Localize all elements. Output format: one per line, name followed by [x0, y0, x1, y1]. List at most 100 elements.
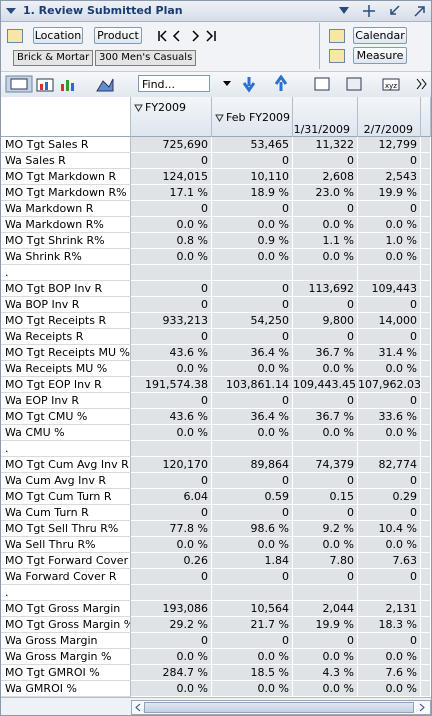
row-label: Wa GMROI %	[1, 681, 131, 697]
view-icons[interactable]	[5, 75, 135, 93]
empty-cell	[421, 329, 431, 345]
collapse-icon[interactable]	[5, 6, 17, 16]
empty-cell	[421, 489, 431, 505]
value-cell: 18.3 %	[358, 617, 421, 633]
empty-cell	[421, 585, 431, 601]
value-cell: 12,799	[358, 137, 421, 153]
empty-cell	[421, 521, 431, 537]
value-cell: 0.0 %	[131, 537, 212, 553]
calendar-button[interactable]: Calendar	[353, 27, 407, 44]
row-label: Wa Cum Turn R	[1, 505, 131, 521]
title-bar: 1. Review Submitted Plan	[1, 1, 431, 22]
value-cell: 0.0 %	[293, 537, 358, 553]
row-label: MO Tgt CMU %	[1, 409, 131, 425]
value-cell: 7.63	[358, 553, 421, 569]
value-cell: 0.15	[293, 489, 358, 505]
column-header	[293, 97, 358, 137]
value-cell: 0	[212, 505, 293, 521]
scroll-left[interactable]	[134, 703, 142, 712]
location-button[interactable]: Location	[33, 27, 83, 44]
value-cell: 0	[358, 505, 421, 521]
value-cell: 36.7 %	[293, 345, 358, 361]
row-label: Wa Cum Avg Inv R	[1, 473, 131, 489]
value-cell: 113,692	[293, 281, 358, 297]
column-header	[358, 97, 421, 137]
value-cell: 0	[131, 281, 212, 297]
empty-cell	[421, 281, 431, 297]
navigation-arrows[interactable]	[157, 29, 219, 43]
value-cell: 2,608	[293, 169, 358, 185]
value-cell: 0.0 %	[358, 425, 421, 441]
empty-cell	[421, 553, 431, 569]
product-button[interactable]: Product	[94, 27, 142, 44]
empty-cell	[421, 601, 431, 617]
empty-cell	[421, 617, 431, 633]
value-cell: 0.8 %	[131, 233, 212, 249]
value-cell: 10,564	[212, 601, 293, 617]
value-cell: 7.80	[293, 553, 358, 569]
empty-cell	[421, 153, 431, 169]
empty-cell	[421, 297, 431, 313]
channel-chip[interactable]: Brick & Mortar	[13, 50, 94, 66]
row-label: MO Tgt Forward Cover R	[1, 553, 131, 569]
value-cell: 2,131	[358, 601, 421, 617]
empty-cell	[358, 265, 421, 281]
value-cell: 0	[131, 633, 212, 649]
value-cell: 74,379	[293, 457, 358, 473]
department-chip[interactable]: 300 Men's Casuals	[95, 50, 197, 66]
expand-icon[interactable]	[134, 104, 143, 112]
value-cell: 0	[293, 569, 358, 585]
value-cell: 0.0 %	[212, 681, 293, 697]
value-cell: 0	[212, 633, 293, 649]
column-header-label: FY2009	[145, 101, 187, 114]
value-cell: 77.8 %	[131, 521, 212, 537]
find-input[interactable]: Find...	[138, 75, 210, 92]
empty-cell	[421, 233, 431, 249]
value-cell: 31.4 %	[358, 345, 421, 361]
value-cell: 0	[131, 473, 212, 489]
scroll-thumb[interactable]	[144, 702, 414, 713]
grid-icon	[329, 49, 345, 63]
row-label: MO Tgt BOP Inv R	[1, 281, 131, 297]
value-cell: 36.4 %	[212, 345, 293, 361]
row-label: Wa Shrink R%	[1, 249, 131, 265]
value-cell: 103,861.14	[212, 377, 293, 393]
row-label: MO Tgt Markdown R	[1, 169, 131, 185]
row-label: .	[1, 441, 131, 457]
row-label: MO Tgt Receipts R	[1, 313, 131, 329]
value-cell: 0	[131, 569, 212, 585]
empty-cell	[293, 441, 358, 457]
horizontal-scrollbar[interactable]	[131, 700, 431, 715]
value-cell: 0	[212, 153, 293, 169]
value-cell: 0	[293, 505, 358, 521]
value-cell: 0	[131, 297, 212, 313]
empty-cell	[421, 137, 431, 153]
value-cell: 0	[212, 297, 293, 313]
empty-cell	[293, 585, 358, 601]
value-cell: 0	[293, 393, 358, 409]
window-controls[interactable]	[337, 4, 427, 18]
empty-cell	[421, 361, 431, 377]
value-cell: 19.9 %	[358, 185, 421, 201]
empty-cell	[421, 425, 431, 441]
value-cell: 193,086	[131, 601, 212, 617]
expand-icon[interactable]	[215, 114, 224, 122]
value-cell: 120,170	[131, 457, 212, 473]
value-cell: 23.0 %	[293, 185, 358, 201]
scroll-right[interactable]	[418, 703, 426, 712]
value-cell: 0.0 %	[212, 537, 293, 553]
column-header-label: 2/7/2009	[363, 123, 413, 136]
value-cell: 43.6 %	[131, 409, 212, 425]
value-cell: 7.6 %	[358, 665, 421, 681]
value-cell: 0	[131, 505, 212, 521]
row-label: MO Tgt EOP Inv R	[1, 377, 131, 393]
measure-button[interactable]: Measure	[353, 47, 407, 64]
value-cell: 36.7 %	[293, 409, 358, 425]
empty-cell	[421, 537, 431, 553]
tool-icons[interactable]: xyz	[219, 75, 429, 93]
empty-cell	[421, 681, 431, 697]
value-cell: 0	[358, 329, 421, 345]
value-cell: 0	[358, 473, 421, 489]
value-cell: 109,443.45	[293, 377, 358, 393]
value-cell: 0.0 %	[212, 217, 293, 233]
